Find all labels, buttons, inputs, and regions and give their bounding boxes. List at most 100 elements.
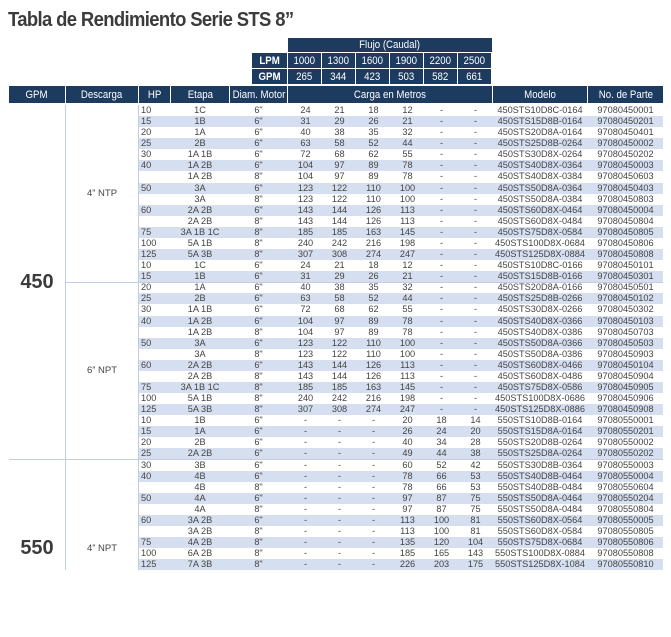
cell-head: 12: [402, 260, 413, 271]
cell-hp: 25: [141, 138, 152, 149]
cell-parte: 97080450906: [597, 393, 654, 404]
cell-head: 40: [402, 437, 413, 448]
table-row: 15 1B 6" 31 29 26 21 - - 450STS15D8B-0166 97080450…: [139, 271, 663, 283]
cell-parte: 97080450908: [597, 404, 654, 415]
cell-head: -: [337, 459, 342, 470]
cell-hp: 30: [141, 149, 152, 160]
cell-parte: 97080550202: [597, 448, 654, 459]
cell-parte: 97080450201: [597, 116, 654, 127]
cell-head: -: [473, 171, 478, 182]
cell-etapa: 4A 2B: [187, 537, 213, 548]
table-row: 10 1C 6" 24 21 18 12 - - 450STS10D8C-0164 97080450…: [139, 105, 663, 117]
cell-modelo: 450STS100D8X-0684: [495, 237, 585, 248]
table-row: 40 1A 2B 6" 104 97 89 78 - - 450STS40D8X-0366 9708…: [139, 315, 663, 327]
cell-head: -: [473, 304, 478, 315]
cell-head: 38: [334, 127, 345, 138]
cell-head: 226: [399, 559, 416, 570]
cell-diam: 8": [254, 382, 263, 392]
cell-diam: 8": [254, 481, 263, 492]
cell-parte: 97080450806: [597, 237, 654, 248]
cell-head: 122: [331, 182, 348, 193]
cell-head: -: [439, 359, 444, 370]
cell-head: -: [439, 337, 444, 348]
cell-head: 274: [365, 249, 382, 260]
cell-head: -: [337, 492, 342, 503]
cell-etapa: 3A 1B 1C: [180, 226, 220, 237]
cell-head: 113: [400, 204, 415, 215]
lpm-flow-value-text: 1900: [395, 54, 418, 67]
cell-head: -: [439, 326, 444, 337]
cell-head: -: [473, 260, 478, 271]
cell-head: 75: [470, 503, 481, 514]
cell-head: 216: [365, 393, 382, 404]
cell-head: 126: [365, 204, 382, 215]
cell-head: 62: [368, 304, 379, 315]
cell-etapa: 3B: [194, 459, 206, 470]
gpm-flow-value-text: 344: [330, 70, 347, 83]
cell-head: 100: [433, 514, 450, 525]
cell-modelo: 550STS10D8B-0164: [497, 415, 583, 426]
cell-head: 87: [436, 503, 447, 514]
cell-head: 55: [402, 304, 413, 315]
cell-etapa: 4B: [194, 481, 206, 492]
cell-hp: 30: [141, 459, 152, 470]
lpm-flow-value-text: 1300: [327, 54, 350, 67]
cell-diam: 6": [254, 149, 263, 160]
cell-head: -: [337, 426, 342, 437]
cell-parte: 97080450403: [597, 182, 654, 193]
cell-hp: [139, 371, 172, 382]
gpm-flow-value: 503: [390, 69, 423, 84]
cell-modelo: 550STS15D8A-0164: [497, 426, 583, 437]
cell-modelo: 450STS60D8X-0464: [497, 204, 583, 215]
cell-head: 32: [402, 127, 413, 138]
cell-head: -: [473, 337, 478, 348]
cell-hp: 50: [141, 492, 152, 503]
table-row: 2A 2B 8" 143 144 126 113 - - 450STS60D8X-0484 970…: [139, 215, 663, 227]
cell-head: 38: [334, 282, 345, 293]
cell-diam: 8": [254, 559, 263, 570]
cell-head: -: [473, 160, 478, 171]
cell-parte: 97080450102: [597, 293, 654, 304]
lpm-flow-value: 2200: [424, 53, 457, 68]
cell-head: 34: [436, 437, 447, 448]
cell-modelo: 450STS10D8C-0166: [497, 260, 583, 271]
cell-diam: 6": [254, 182, 263, 193]
gpm-flow-label-text: GPM: [258, 70, 281, 83]
cell-head: 24: [436, 426, 447, 437]
cell-head: 18: [368, 105, 379, 115]
cell-head: 49: [402, 448, 413, 459]
cell-head: -: [439, 204, 444, 215]
cell-hp: 25: [141, 448, 152, 459]
cell-hp: 75: [141, 226, 152, 237]
cell-diam: 6": [254, 138, 263, 149]
cell-head: -: [439, 182, 444, 193]
cell-head: -: [473, 393, 478, 404]
cell-parte: 97080450401: [597, 127, 654, 138]
cell-etapa: 1C: [194, 105, 206, 115]
cell-diam: 8": [254, 226, 263, 237]
cell-head: 113: [400, 370, 415, 381]
col-header-gpm: GPM: [9, 86, 65, 103]
cell-hp: 100: [141, 237, 157, 248]
cell-head: 21: [334, 260, 345, 271]
cell-diam: 8": [254, 249, 263, 260]
cell-hp: 75: [141, 382, 152, 392]
cell-modelo: 550STS20D8B-0264: [497, 437, 583, 448]
cell-diam: 6": [254, 160, 263, 171]
cell-head: -: [439, 304, 444, 315]
cell-head: 44: [436, 448, 447, 459]
table-row: 60 3A 2B 6" - - - 113 100 81 550STS60D8X-0564 9708…: [139, 514, 663, 527]
cell-head: 89: [368, 160, 379, 171]
table-row: 75 3A 1B 1C 8" 185 185 163 145 - - 450STS75D8X-05…: [139, 382, 663, 394]
table-row: 25 2B 6" 63 58 52 44 - - 450STS25D8B-0266 97080450…: [139, 293, 663, 305]
cell-head: -: [473, 116, 478, 127]
col-header-diam: Diam. Motor: [230, 86, 287, 103]
cell-diam: 6": [254, 304, 263, 315]
cell-head: 145: [399, 226, 416, 237]
cell-diam: 6": [254, 415, 263, 426]
table-row: 125 5A 3B 8" 307 308 274 247 - - 450STS125D8X-088…: [139, 404, 663, 416]
cell-modelo: 450STS50D8A-0384: [497, 193, 583, 204]
cell-head: -: [473, 149, 478, 160]
cell-diam: 6": [254, 271, 263, 282]
cell-head: 122: [331, 337, 348, 348]
